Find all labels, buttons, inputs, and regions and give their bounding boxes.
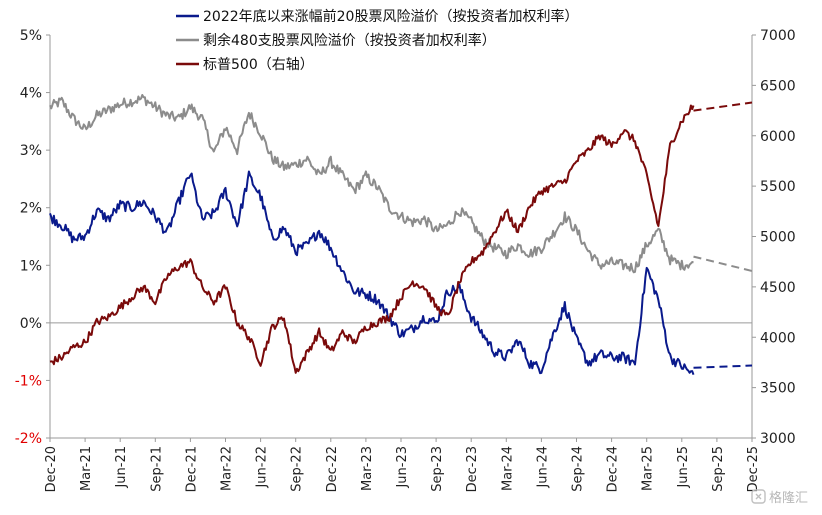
- x-tick-label: Dec-21: [184, 446, 199, 492]
- watermark: 格隆汇: [751, 489, 808, 506]
- y-left-tick-label: -1%: [15, 373, 42, 389]
- legend-label: 剩余480支股票风险溢价（按投资者加权利率）: [203, 32, 496, 49]
- y-right-tick-label: 6000: [760, 129, 796, 145]
- y-left-tick-label: -2%: [15, 431, 42, 447]
- x-tick-label: Sep-24: [571, 446, 586, 492]
- y-right-tick-label: 3000: [760, 431, 796, 447]
- x-tick-label: Jun-24: [535, 446, 550, 489]
- x-tick-label: Dec-25: [746, 446, 761, 492]
- legend-label: 2022年底以来涨幅前20股票风险溢价（按投资者加权利率）: [203, 8, 578, 25]
- x-tick-label: Mar-23: [360, 446, 375, 491]
- legend-label: 标普500（右轴）: [203, 57, 314, 73]
- x-tick-label: Sep-25: [711, 446, 726, 492]
- x-tick-label: Sep-21: [149, 446, 164, 492]
- series-projection-line: [693, 364, 753, 369]
- y-left-tick-label: 3%: [20, 143, 42, 159]
- series-line: [49, 104, 695, 374]
- series-layer: [49, 94, 753, 376]
- watermark-text: 格隆汇: [769, 490, 808, 506]
- y-right-tick-label: 5000: [760, 230, 796, 246]
- x-tick-label: Dec-23: [465, 446, 480, 492]
- series-3: [49, 101, 753, 374]
- x-tick-label: Jun-21: [114, 446, 129, 489]
- y-left-tick-label: 2%: [20, 201, 42, 217]
- x-tick-label: Dec-20: [44, 446, 59, 492]
- x-tick-label: Jun-22: [255, 446, 270, 489]
- x-tick-label: Jun-23: [395, 446, 410, 489]
- y-right-tick-label: 4000: [760, 330, 796, 346]
- y-right-tick-label: 4500: [760, 280, 796, 296]
- x-tick-label: Sep-22: [290, 446, 305, 492]
- x-tick-label: Mar-21: [79, 446, 94, 491]
- y-right-tick-label: 5500: [760, 179, 796, 195]
- series-1: [49, 170, 753, 376]
- series-projection-line: [693, 101, 753, 112]
- series-projection-line: [693, 255, 753, 272]
- x-tick-label: Jun-25: [676, 446, 691, 489]
- series-2: [49, 94, 753, 274]
- x-tick-label: Dec-24: [606, 446, 621, 492]
- x-tick-label: Dec-22: [325, 446, 340, 492]
- series-line: [49, 94, 694, 274]
- axes: 5% 4% 3% 2% 1% 0% -1% -2% 7000 6500 6000 5500 5000 45…: [15, 28, 796, 492]
- gelonghui-logo-icon: [751, 489, 766, 504]
- x-tick-label: Mar-22: [220, 446, 235, 491]
- y-right-tick-label: 3500: [760, 381, 796, 397]
- y-left-tick-label: 4%: [20, 86, 42, 102]
- series-line: [49, 170, 695, 376]
- y-right-tick-label: 6500: [760, 78, 796, 94]
- y-left-tick-label: 1%: [20, 258, 42, 274]
- y-left-tick-label: 5%: [20, 28, 42, 44]
- legend: 2022年底以来涨幅前20股票风险溢价（按投资者加权利率） 剩余480支股票风险溢…: [176, 8, 578, 73]
- y-left-tick-label: 0%: [20, 316, 42, 332]
- x-tick-label: Mar-24: [500, 446, 515, 491]
- y-right-tick-label: 7000: [760, 28, 796, 44]
- x-tick-label: Sep-23: [430, 446, 445, 492]
- x-tick-label: Mar-25: [641, 446, 656, 491]
